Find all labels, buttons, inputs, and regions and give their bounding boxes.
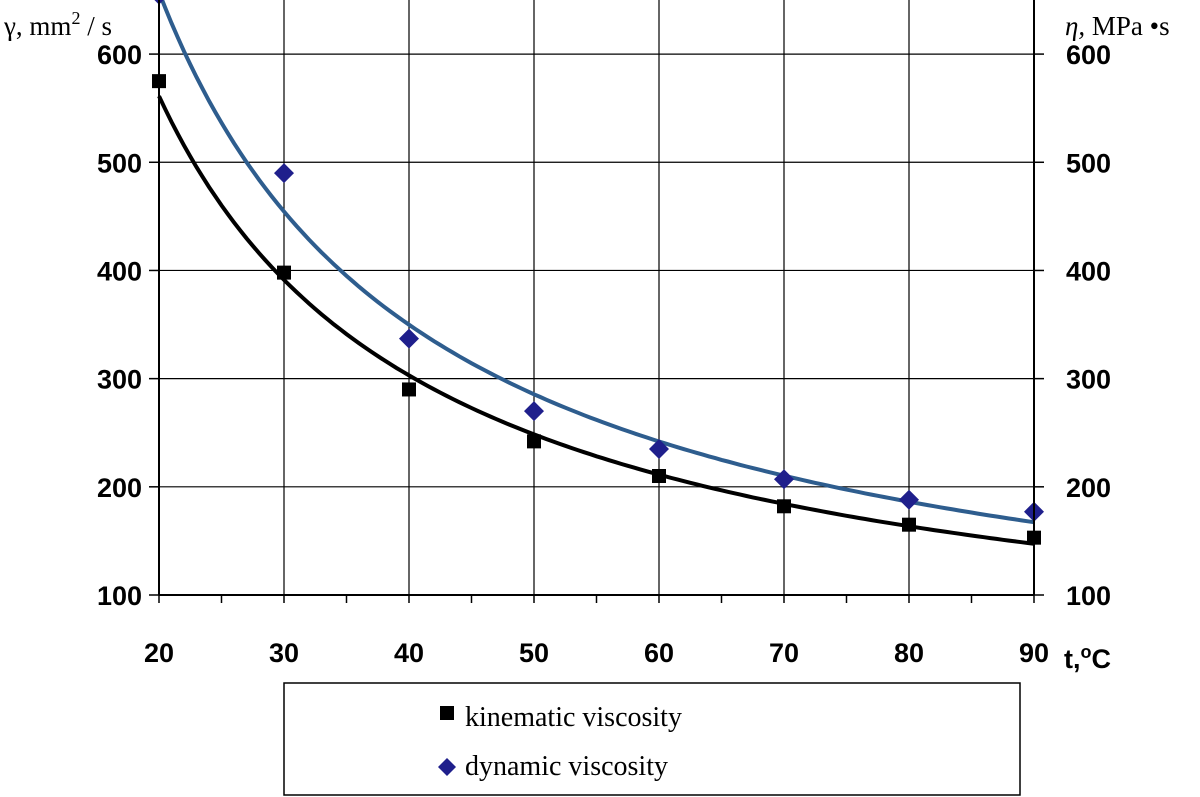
trend-curves — [157, 0, 1035, 546]
legend: kinematic viscosity dynamic viscosity — [283, 682, 1021, 796]
kinematic-point — [902, 517, 916, 532]
kinematic-point — [527, 434, 541, 449]
y-right-tick-label: 100 — [1066, 581, 1111, 611]
y-right-tick-label: 400 — [1066, 256, 1111, 286]
dynamic-point — [774, 469, 794, 490]
dynamic-point — [274, 163, 294, 184]
x-axis-title: t,oC — [1064, 642, 1111, 674]
legend-item-dynamic: dynamic viscosity — [438, 751, 668, 782]
trend-line-dynamic — [159, 0, 1035, 525]
trend-line-kinematic — [157, 95, 1035, 546]
legend-square-marker — [440, 706, 454, 720]
legend-label-dynamic: dynamic viscosity — [465, 751, 668, 782]
x-tick-label: 90 — [1019, 638, 1049, 668]
kinematic-point — [777, 499, 791, 514]
y-left-tick-label: 100 — [97, 581, 142, 611]
legend-label-kinematic: kinematic viscosity — [465, 702, 682, 733]
y-left-tick-label: 600 — [97, 40, 142, 70]
tick-labels: 100 200 300 400 500 600 100 200 300 400 500 600 20 30… — [97, 40, 1111, 668]
x-tick-label: 20 — [144, 638, 174, 668]
kinematic-point — [402, 382, 416, 397]
y-axis-left-title: γ, mm2 / s — [3, 8, 112, 41]
x-tick-label: 50 — [519, 638, 549, 668]
y-left-tick-label: 300 — [97, 365, 142, 395]
y-right-tick-label: 500 — [1066, 148, 1111, 178]
dynamic-point — [524, 401, 544, 422]
x-tick-label: 80 — [894, 638, 924, 668]
axes — [149, 0, 1044, 603]
data-markers — [152, 0, 1044, 545]
y-axis-right-title: η, MPa •s — [1065, 11, 1170, 41]
legend-box — [283, 682, 1021, 796]
kinematic-point — [652, 469, 666, 483]
x-tick-label: 30 — [269, 638, 299, 668]
y-right-tick-label: 600 — [1066, 40, 1111, 70]
y-left-tick-label: 500 — [97, 148, 142, 178]
x-tick-label: 70 — [769, 638, 799, 668]
legend-diamond-marker — [438, 758, 456, 776]
legend-item-kinematic: kinematic viscosity — [440, 702, 682, 733]
y-right-tick-label: 300 — [1066, 365, 1111, 395]
dynamic-point — [649, 438, 669, 459]
y-right-tick-label: 200 — [1066, 473, 1111, 503]
y-left-tick-label: 400 — [97, 256, 142, 286]
x-tick-label: 60 — [644, 638, 674, 668]
y-left-tick-label: 200 — [97, 473, 142, 503]
gridlines — [158, 0, 1035, 596]
dynamic-point — [899, 489, 919, 510]
x-tick-label: 40 — [394, 638, 424, 668]
dynamic-point — [399, 328, 419, 349]
kinematic-point — [277, 265, 291, 280]
